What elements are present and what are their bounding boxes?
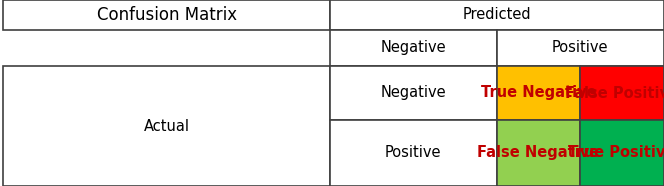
Text: Confusion Matrix: Confusion Matrix (96, 6, 237, 24)
Bar (330, 0, 664, 30)
Bar (330, 66, 497, 120)
Text: True Positive: True Positive (568, 145, 664, 161)
Text: Positive: Positive (552, 40, 609, 55)
Bar (3, 66, 330, 186)
Bar (330, 120, 497, 186)
Bar (497, 30, 664, 66)
Text: True Negative: True Negative (481, 86, 596, 100)
Bar (580, 66, 664, 120)
Bar (580, 120, 664, 186)
Text: Negative: Negative (380, 40, 446, 55)
Text: Predicted: Predicted (463, 7, 531, 22)
Text: Negative: Negative (380, 86, 446, 100)
Text: Actual: Actual (143, 118, 190, 134)
Text: False Positive: False Positive (565, 86, 664, 100)
Bar (497, 66, 580, 120)
Bar (330, 30, 497, 66)
Bar (3, 0, 330, 30)
Text: Positive: Positive (385, 145, 442, 161)
Text: False Negative: False Negative (477, 145, 600, 161)
Bar (497, 120, 580, 186)
